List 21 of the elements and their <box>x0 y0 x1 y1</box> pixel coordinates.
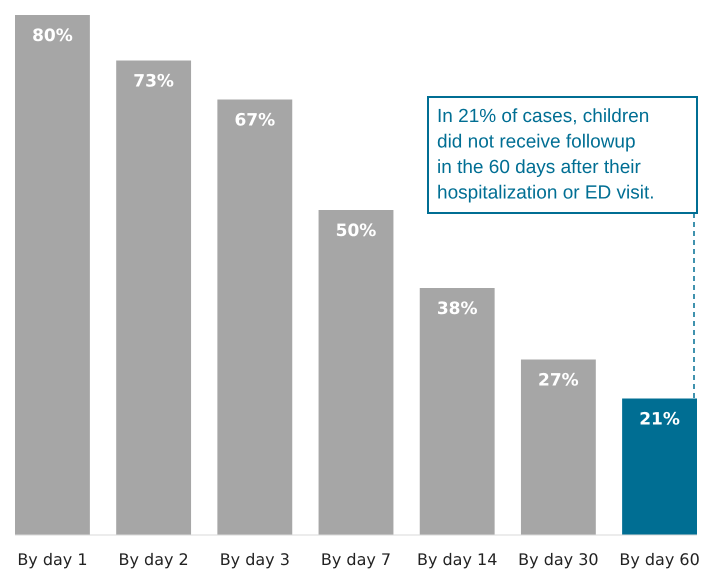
bar <box>15 15 90 535</box>
data-label: 21% <box>639 410 680 430</box>
data-label: 50% <box>336 221 376 241</box>
x-tick-label: By day 60 <box>619 550 700 569</box>
data-label: 73% <box>133 72 174 92</box>
bar <box>520 360 596 535</box>
bar <box>116 60 192 535</box>
x-tick-label: By day 3 <box>220 550 290 569</box>
annotation: In 21% of cases, children did not receive followup in the 60 days after their hospitalization or ED visit. <box>437 106 655 204</box>
data-label: 38% <box>436 299 478 319</box>
data-label: 27% <box>538 370 579 390</box>
bar <box>318 210 394 535</box>
x-tick-label: By day 2 <box>118 550 189 569</box>
bar <box>217 100 292 535</box>
x-tick-label: By day 30 <box>518 550 599 569</box>
bar <box>420 288 495 535</box>
x-tick-label: By day 14 <box>416 550 498 569</box>
data-label: 67% <box>234 110 276 130</box>
x-tick-label: By day 1 <box>17 550 88 569</box>
x-tick-label: By day 7 <box>320 550 392 569</box>
data-label: 80% <box>32 26 73 46</box>
